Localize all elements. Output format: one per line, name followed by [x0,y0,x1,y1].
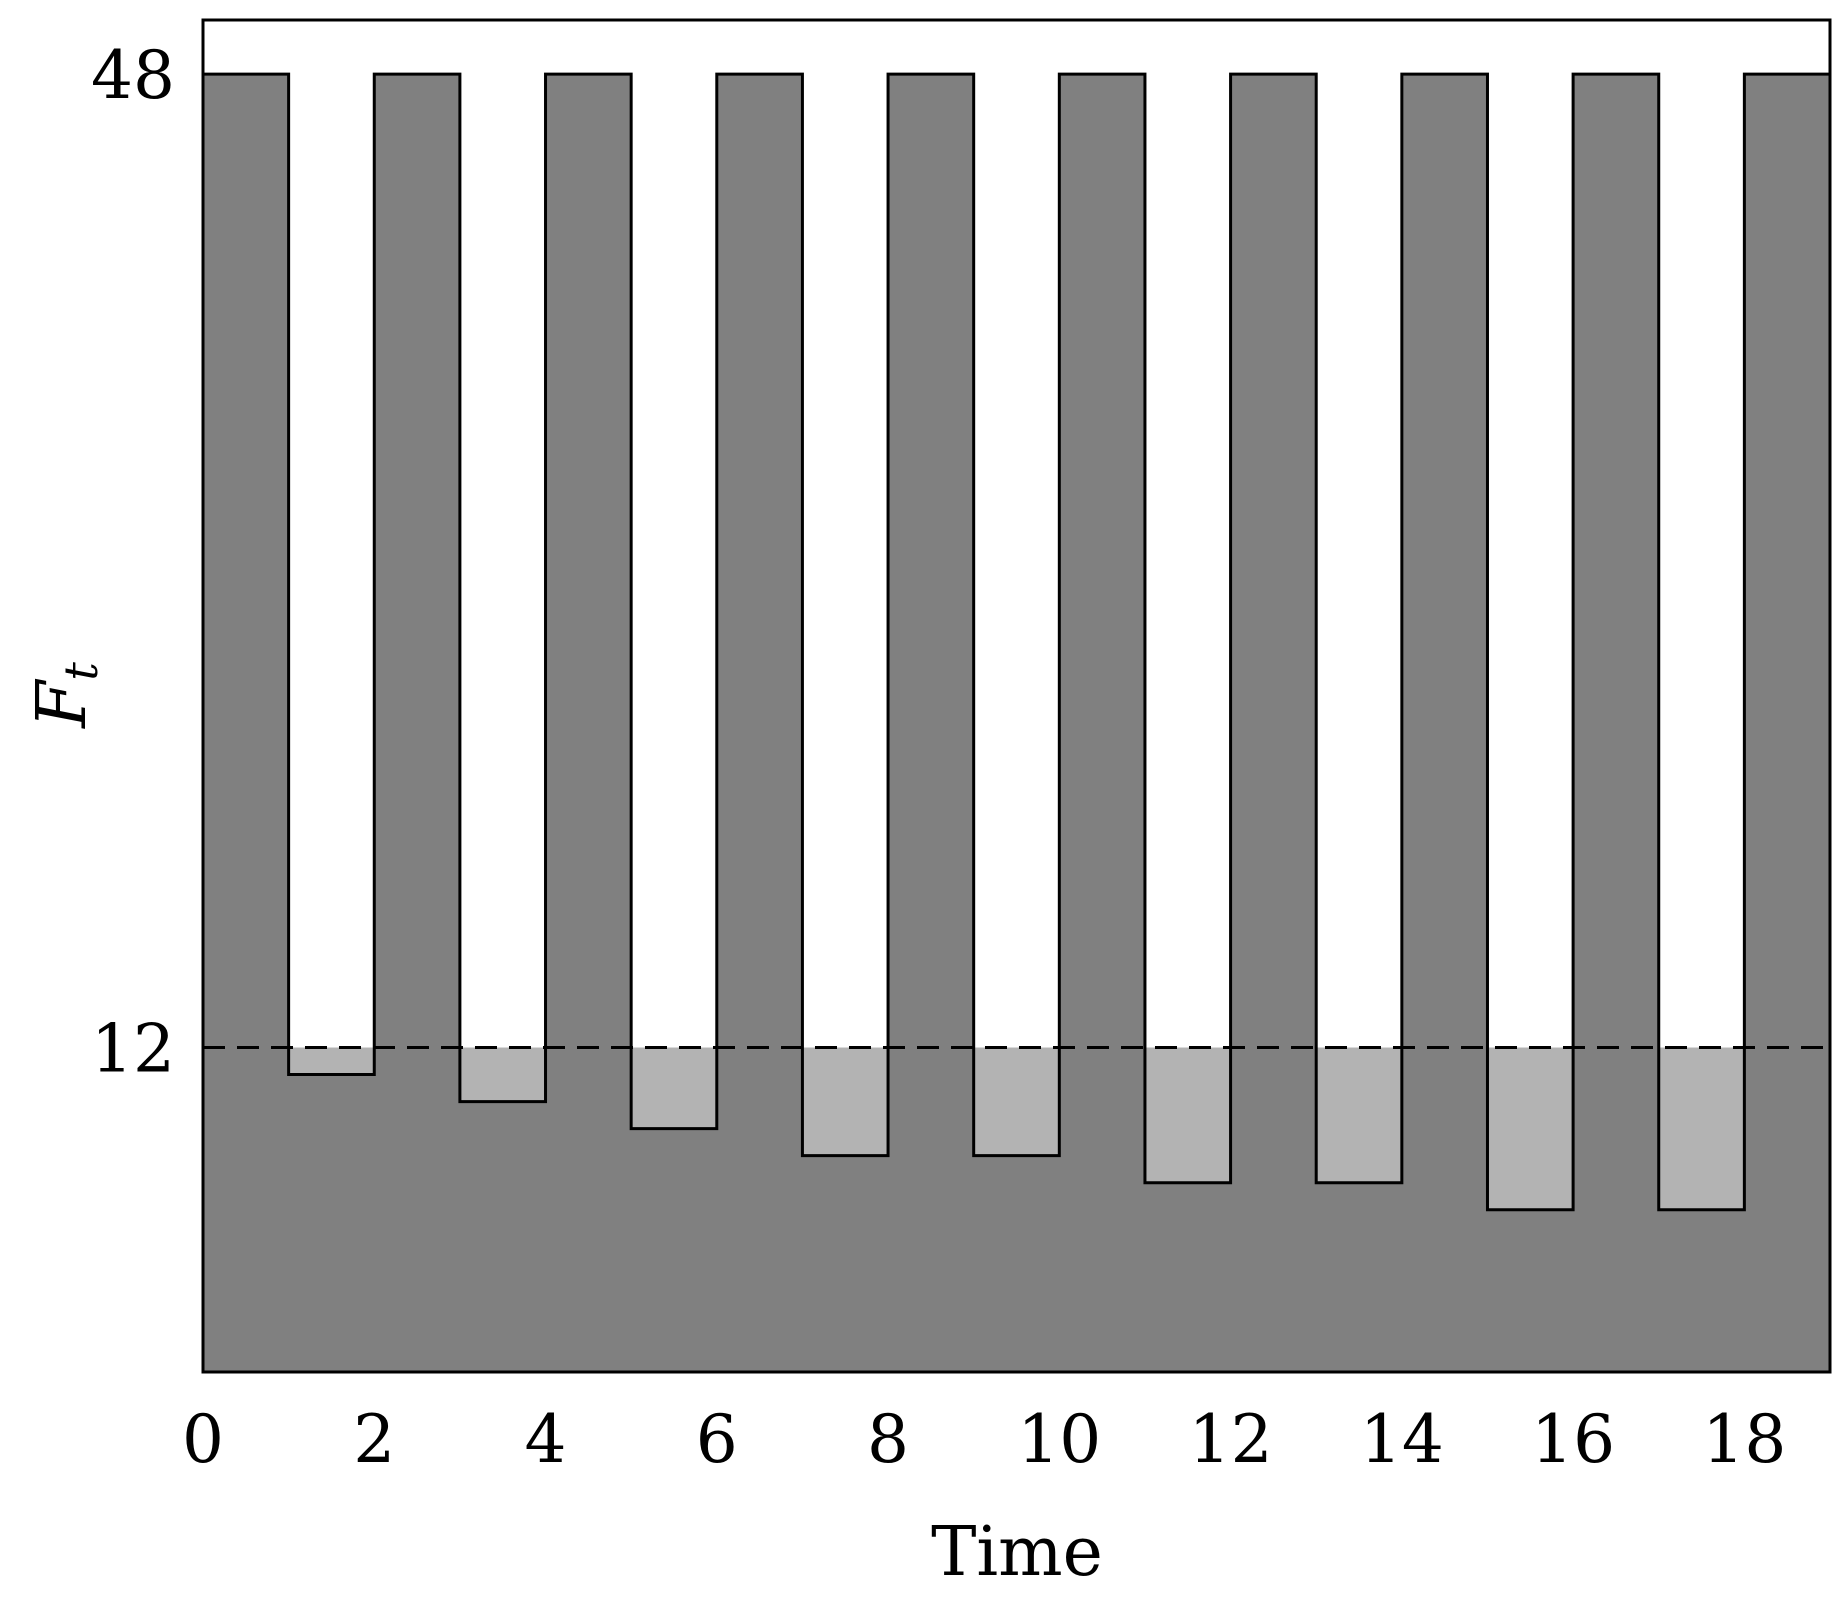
dip-below-threshold [631,1047,717,1129]
dip-below-threshold [1316,1047,1402,1183]
plot-lines [201,18,1832,1374]
series-area [203,74,1830,1373]
x-tick-label: 16 [1531,1401,1615,1478]
dip-below-threshold [1658,1047,1745,1210]
plot-frame [201,18,1832,1374]
dip-below-threshold [802,1047,889,1156]
x-tick-label: 18 [1702,1401,1786,1478]
y-axis-label-main: F [23,678,102,730]
dip-below-threshold [288,1047,375,1075]
x-tick-label: 10 [1017,1401,1101,1478]
x-tick-label: 2 [353,1401,395,1478]
plot-area [203,74,1830,1373]
y-axis-label-subscript: t [54,662,108,681]
y-axis-label: Ft [23,662,108,730]
x-tick-label: 14 [1360,1401,1444,1478]
x-tick-label: 8 [867,1401,909,1478]
dip-below-threshold [459,1047,546,1102]
dip-below-threshold [1144,1047,1231,1183]
x-axis-label: Time [931,1513,1103,1592]
axis-ticks: 0 2 4 6 8 10 12 14 16 18 12 48 [91,37,1786,1478]
dip-below-threshold [973,1047,1060,1156]
dip-below-threshold [1487,1047,1574,1210]
y-tick-label: 12 [91,1011,175,1088]
x-tick-label: 12 [1189,1401,1273,1478]
x-tick-label: 0 [182,1401,224,1478]
series-line [203,72,1830,1212]
y-tick-label: 48 [91,37,175,114]
x-tick-label: 6 [696,1401,738,1478]
x-tick-label: 4 [525,1401,567,1478]
